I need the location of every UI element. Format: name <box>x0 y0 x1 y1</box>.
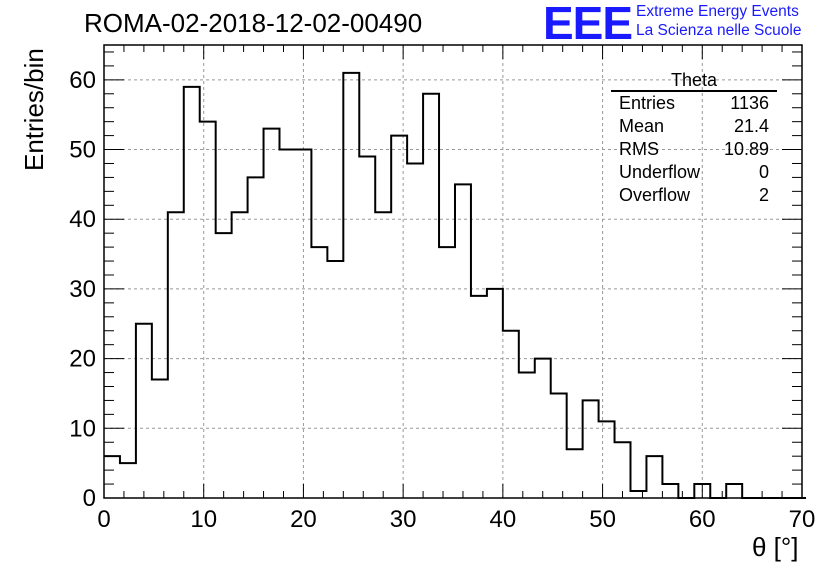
stats-box: Theta Entries 1136 Mean 21.4 RMS 10.89 Unde… <box>611 70 777 207</box>
stats-value: 21.4 <box>733 116 769 136</box>
stats-row-mean: Mean 21.4 <box>611 115 777 138</box>
histogram-bin <box>535 359 551 498</box>
histogram-bin <box>630 491 646 498</box>
stats-value: 2 <box>758 185 769 205</box>
histogram-bin <box>423 94 439 498</box>
histogram-bin <box>599 421 615 498</box>
histogram-bin <box>726 484 742 498</box>
stats-label: Overflow <box>619 185 691 205</box>
histogram-bin <box>615 442 631 498</box>
stats-label: Underflow <box>619 162 701 182</box>
x-tick-label: 50 <box>589 506 616 533</box>
y-tick-label: 40 <box>69 206 96 233</box>
histogram-bars <box>104 71 806 499</box>
histogram-bin <box>264 129 280 498</box>
histogram-bin <box>694 484 710 498</box>
histogram-bin <box>311 247 327 498</box>
histogram-bin <box>279 150 295 498</box>
histogram-outline <box>104 71 806 499</box>
stats-title: Theta <box>611 70 777 92</box>
histogram-bin <box>216 233 232 498</box>
histogram-bin <box>662 484 678 498</box>
stats-row-underflow: Underflow 0 <box>611 161 777 184</box>
histogram-bin <box>184 87 200 498</box>
logo-line-2: La Scienza nelle Scuole <box>636 22 802 39</box>
y-axis-label: Entries/bin <box>19 48 49 171</box>
histogram-bin <box>152 380 168 498</box>
histogram-bin <box>471 296 487 498</box>
x-tick-label: 70 <box>789 506 816 533</box>
y-tick-label: 60 <box>69 67 96 94</box>
stats-row-overflow: Overflow 2 <box>611 184 777 207</box>
y-tick-label: 10 <box>69 415 96 442</box>
y-tick-label: 0 <box>83 485 96 512</box>
stats-value: 10.89 <box>723 139 769 159</box>
x-tick-label: 60 <box>689 506 716 533</box>
histogram-bin <box>391 136 407 498</box>
histogram-bin <box>343 73 359 498</box>
histogram-bin <box>519 373 535 498</box>
stats-value: 0 <box>758 162 769 182</box>
histogram-bin <box>327 261 343 498</box>
logo-line-1: Extreme Energy Events <box>636 3 799 20</box>
x-tick-label: 10 <box>190 506 217 533</box>
histogram-bin <box>503 331 519 498</box>
histogram-bin <box>646 456 662 498</box>
histogram-bin <box>583 400 599 498</box>
stats-value: 1136 <box>730 93 769 113</box>
histogram-bin <box>455 184 471 498</box>
histogram-bin <box>551 393 567 498</box>
histogram-bin <box>232 212 248 498</box>
histogram-bin <box>407 163 423 498</box>
logo-caption: Extreme Energy Events La Scienza nelle S… <box>636 2 801 40</box>
histogram-bin <box>104 456 120 498</box>
chart-title: ROMA-02-2018-12-02-00490 <box>84 8 423 38</box>
y-tick-label: 30 <box>69 276 96 303</box>
y-tick-label: 20 <box>69 346 96 373</box>
x-tick-label: 20 <box>290 506 317 533</box>
x-tick-label: 30 <box>390 506 417 533</box>
histogram-bin <box>567 449 583 498</box>
stats-label: RMS <box>619 139 659 159</box>
stats-row-rms: RMS 10.89 <box>611 138 777 161</box>
x-axis-label: θ [°] <box>752 532 799 562</box>
histogram-bin <box>359 157 375 498</box>
histogram-bin <box>248 177 264 498</box>
histogram-bin <box>168 212 184 498</box>
histogram-bin <box>136 324 152 498</box>
stats-row-entries: Entries 1136 <box>611 92 777 115</box>
plot-frame <box>103 44 803 499</box>
histogram-bin <box>439 247 455 498</box>
histogram-bin <box>487 289 503 498</box>
histogram-bin <box>120 463 136 498</box>
grid <box>104 45 802 498</box>
axis-ticks <box>103 45 803 499</box>
histogram-bin <box>200 122 216 498</box>
histogram-bin <box>375 212 391 498</box>
y-tick-label: 50 <box>69 137 96 164</box>
eee-logo: EEE <box>543 0 633 49</box>
histogram-bin <box>295 150 311 498</box>
stats-label: Entries <box>619 93 676 113</box>
x-tick-label: 0 <box>97 506 110 533</box>
x-tick-label: 40 <box>490 506 517 533</box>
stats-label: Mean <box>619 116 665 136</box>
